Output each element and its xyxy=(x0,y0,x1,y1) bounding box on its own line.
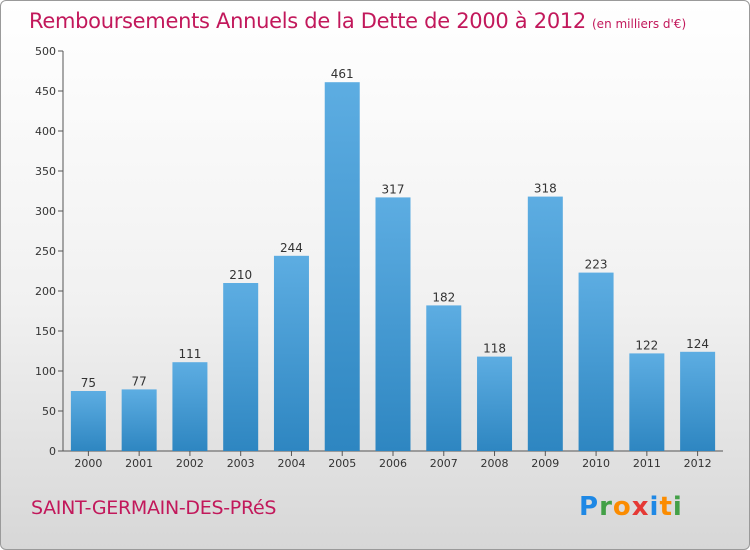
x-tick-label-2004: 2004 xyxy=(277,457,305,470)
city-name: SAINT-GERMAIN-DES-PRéS xyxy=(31,497,277,519)
chart-title-text: Remboursements Annuels de la Dette de 20… xyxy=(29,9,586,33)
data-label-2008: 118 xyxy=(483,342,506,356)
brand-logo-letter: i xyxy=(672,492,683,522)
x-tick-label-2005: 2005 xyxy=(328,457,356,470)
chart-title: Remboursements Annuels de la Dette de 20… xyxy=(29,9,686,33)
unit-note: (en milliers d'€) xyxy=(592,17,687,31)
data-label-2007: 182 xyxy=(432,290,455,304)
bar-2011 xyxy=(629,353,665,451)
y-tick-label: 300 xyxy=(35,205,56,218)
bar-2012 xyxy=(680,351,716,451)
y-tick-label: 100 xyxy=(35,365,56,378)
y-tick-label: 500 xyxy=(35,45,56,58)
y-tick-label: 150 xyxy=(35,325,56,338)
data-label-2004: 244 xyxy=(280,241,303,255)
y-tick-label: 400 xyxy=(35,125,56,138)
x-tick-label-2000: 2000 xyxy=(74,457,102,470)
bar-2002 xyxy=(172,362,208,451)
x-tick-label-2009: 2009 xyxy=(531,457,559,470)
x-tick-label-2007: 2007 xyxy=(430,457,458,470)
data-label-2009: 318 xyxy=(534,182,557,196)
x-tick-label-2011: 2011 xyxy=(633,457,661,470)
bar-2004 xyxy=(273,255,309,451)
y-tick-label: 0 xyxy=(49,445,56,458)
brand-logo-letter: i xyxy=(649,492,660,522)
bar-2003 xyxy=(223,283,259,451)
brand-logo-letter: t xyxy=(659,492,673,522)
bar-2008 xyxy=(477,356,513,451)
data-label-2006: 317 xyxy=(382,182,405,196)
bar-2005 xyxy=(324,82,360,451)
bars-group: 75 2000 77 2001 111 2002 210 2003 244 2004 461 2005… xyxy=(70,67,716,470)
y-tick-label: 50 xyxy=(42,405,56,418)
data-label-2001: 77 xyxy=(132,374,147,388)
x-tick-label-2012: 2012 xyxy=(684,457,712,470)
x-tick-label-2010: 2010 xyxy=(582,457,610,470)
bar-2000 xyxy=(70,391,106,451)
data-label-2000: 75 xyxy=(81,376,96,390)
data-label-2003: 210 xyxy=(229,268,252,282)
y-tick-label: 350 xyxy=(35,165,56,178)
x-tick-label-2002: 2002 xyxy=(176,457,204,470)
x-tick-label-2008: 2008 xyxy=(481,457,509,470)
data-label-2002: 111 xyxy=(178,347,201,361)
x-tick-label-2003: 2003 xyxy=(227,457,255,470)
x-tick-label-2006: 2006 xyxy=(379,457,407,470)
bar-2001 xyxy=(121,389,157,451)
data-label-2005: 461 xyxy=(331,67,354,81)
bar-2010 xyxy=(578,272,614,451)
data-label-2012: 124 xyxy=(686,337,709,351)
bar-2007 xyxy=(426,305,462,451)
data-label-2010: 223 xyxy=(585,258,608,272)
data-label-2011: 122 xyxy=(635,338,658,352)
brand-logo: Proxiti xyxy=(579,492,683,522)
y-tick-label: 250 xyxy=(35,245,56,258)
bar-2006 xyxy=(375,197,411,451)
brand-logo-letter: x xyxy=(631,492,650,522)
bar-2009 xyxy=(527,196,563,451)
y-tick-label: 200 xyxy=(35,285,56,298)
brand-logo-letter: P xyxy=(579,492,600,522)
brand-logo-letter: r xyxy=(599,492,613,522)
y-tick-label: 450 xyxy=(35,85,56,98)
brand-logo-letter: o xyxy=(612,492,632,522)
x-tick-label-2001: 2001 xyxy=(125,457,153,470)
